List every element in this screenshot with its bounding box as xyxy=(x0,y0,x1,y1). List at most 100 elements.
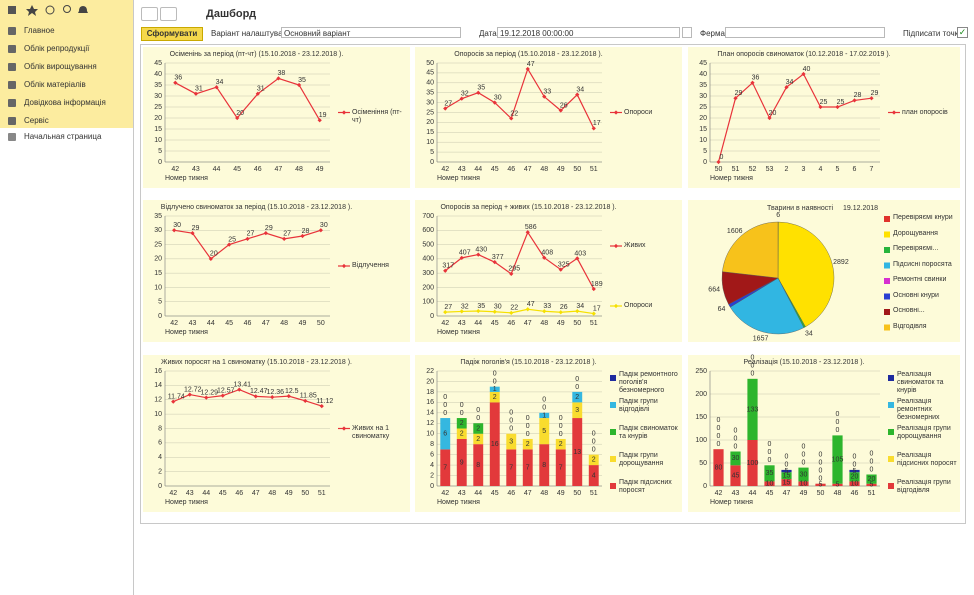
search-icon[interactable] xyxy=(63,5,71,13)
y-tick-label: 25 xyxy=(154,241,162,248)
data-label: 0 xyxy=(592,430,596,437)
marker xyxy=(318,228,323,233)
data-label: 5 xyxy=(819,482,823,489)
chart-panel xyxy=(415,47,682,188)
x-tick-label: 51 xyxy=(868,490,876,497)
legend-label-box: Опороси xyxy=(624,302,653,309)
x-tick-label: 47 xyxy=(275,166,283,173)
marker xyxy=(237,387,242,392)
legend-label: Опороси xyxy=(624,302,653,309)
y-tick-label: 12 xyxy=(154,397,162,404)
calendar-button[interactable] xyxy=(682,27,692,38)
menu-label: Облік репродукції xyxy=(24,44,90,53)
data-label: 0 xyxy=(768,441,772,448)
marker xyxy=(235,115,240,121)
marker xyxy=(173,80,178,85)
apps-icon[interactable] xyxy=(8,6,16,14)
data-label: 0 xyxy=(836,427,840,434)
history-icon[interactable] xyxy=(45,5,55,15)
chart-panel xyxy=(688,47,960,188)
x-tick-label: 42 xyxy=(441,166,449,173)
data-label: 1 xyxy=(542,412,546,419)
data-label: 34 xyxy=(786,79,794,86)
data-label: 33 xyxy=(543,303,551,310)
data-label: 0 xyxy=(717,441,721,448)
legend-label: Падіж групи дорощування xyxy=(619,452,664,467)
back-button[interactable] xyxy=(141,7,158,21)
data-label: 3 xyxy=(509,438,513,445)
menu-item[interactable]: Облік матеріалів xyxy=(0,76,133,94)
legend-label-box: Основні... xyxy=(893,307,925,314)
marker xyxy=(190,231,195,236)
x-tick-label: 48 xyxy=(280,320,288,327)
y-tick-label: 0 xyxy=(158,159,162,166)
x-tick-label: 49 xyxy=(557,166,565,173)
forward-button[interactable] xyxy=(160,7,177,21)
y-tick-label: 15 xyxy=(426,129,434,136)
legend-label: Реалізація ремонтних безномерних xyxy=(897,398,940,421)
y-tick-label: 5 xyxy=(158,299,162,306)
data-label: 10 xyxy=(800,481,808,488)
generate-button[interactable]: Сформувати xyxy=(141,27,203,41)
data-label: 34 xyxy=(576,303,584,310)
data-label: 11.12 xyxy=(316,398,333,405)
bar-segment xyxy=(713,449,724,486)
home-item[interactable]: Начальная страница xyxy=(0,128,133,146)
y-tick-label: 18 xyxy=(426,389,434,396)
x-tick-label: 46 xyxy=(507,166,515,173)
legend-label: Падіж свиноматок та кнурів xyxy=(619,425,678,440)
data-label: 1 xyxy=(493,386,497,393)
date-field[interactable]: 19.12.2018 00:00:00 xyxy=(497,27,680,38)
legend-swatch xyxy=(884,278,890,284)
bar-segment xyxy=(522,438,533,450)
sign-points-checkbox[interactable]: ✓ xyxy=(957,27,968,38)
x-tick-label: 51 xyxy=(590,166,598,173)
legend-label-box: Реалізація підсисних поросят xyxy=(897,452,957,467)
notifications-icon[interactable] xyxy=(78,6,88,13)
legend-swatch xyxy=(884,216,890,222)
y-tick-label: 100 xyxy=(695,437,707,444)
y-tick-label: 6 xyxy=(430,451,434,458)
legend-label-box: Реалізація групи відгодівля xyxy=(897,479,951,494)
legend-label-box: Осіменіння (пт-чт) xyxy=(352,109,402,124)
data-label: 3 xyxy=(575,407,579,414)
data-label: 20 xyxy=(851,474,859,481)
y-tick-label: 8 xyxy=(430,441,434,448)
menu-item[interactable]: Главное xyxy=(0,22,133,40)
farm-field[interactable] xyxy=(725,27,885,38)
data-label: 0 xyxy=(509,426,513,433)
favorites-icon[interactable] xyxy=(26,5,38,16)
data-label: 0 xyxy=(785,454,789,461)
menu-item[interactable]: Облік вирощування xyxy=(0,58,133,76)
data-label: 10 xyxy=(851,481,859,488)
bar-segment xyxy=(866,474,877,484)
marker xyxy=(542,255,547,260)
data-label: 295 xyxy=(508,266,520,273)
variant-field[interactable]: Основний варіант xyxy=(281,27,461,38)
menu-item[interactable]: Облік репродукції xyxy=(0,40,133,58)
pie-slice xyxy=(729,277,805,335)
legend-label-box: Живих на 1 свиноматку xyxy=(352,425,389,440)
data-label: 0 xyxy=(720,154,724,161)
data-label: 25 xyxy=(837,99,845,106)
data-label: 408 xyxy=(541,250,553,257)
data-label: 45 xyxy=(732,472,740,479)
data-label: 16 xyxy=(491,441,499,448)
sidebar-icons xyxy=(8,5,88,16)
marker xyxy=(476,308,481,314)
data-label: 403 xyxy=(574,250,586,257)
menu-item[interactable]: Сервіс xyxy=(0,112,133,130)
legend-label: Реалізація групи дорощування xyxy=(897,425,951,440)
bar-segment xyxy=(456,428,467,439)
legend-label-box: Підсисні поросята xyxy=(893,261,952,268)
y-tick-label: 500 xyxy=(422,241,434,248)
data-label: 0 xyxy=(476,407,480,414)
x-tick-label: 42 xyxy=(170,320,178,327)
menu-item[interactable]: Довідкова інформація xyxy=(0,94,133,112)
y-tick-label: 2 xyxy=(158,468,162,475)
legend-swatch xyxy=(884,293,890,300)
bar-segment xyxy=(473,423,484,434)
line xyxy=(444,230,595,290)
y-tick-label: 35 xyxy=(426,90,434,97)
legend-swatch xyxy=(610,429,616,435)
